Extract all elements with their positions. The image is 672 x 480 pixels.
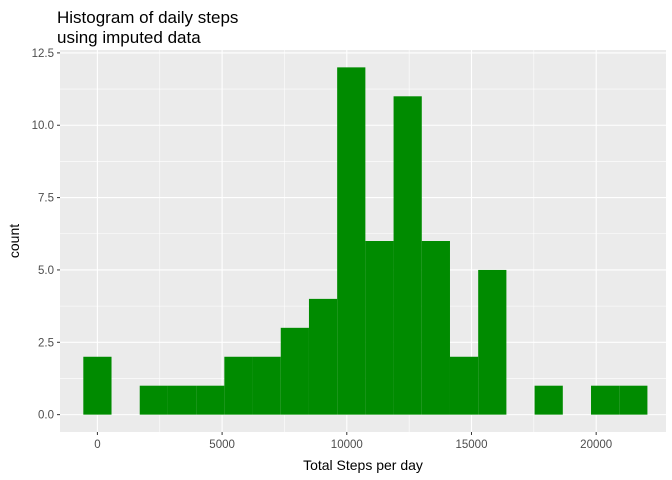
- y-tick-label: 7.5: [38, 193, 54, 205]
- histogram-bar: [535, 386, 563, 415]
- x-axis-label: Total Steps per day: [303, 457, 423, 473]
- x-tick-label: 20000: [580, 439, 612, 451]
- y-tick-label: 0.0: [38, 410, 54, 422]
- x-tick-label: 0: [94, 439, 100, 451]
- histogram-bar: [83, 357, 111, 415]
- histogram-bar: [253, 357, 281, 415]
- histogram-bar: [422, 241, 450, 415]
- histogram-bar: [478, 270, 506, 415]
- x-tick-label: 5000: [209, 439, 235, 451]
- histogram-bar: [224, 357, 252, 415]
- histogram-bar: [196, 386, 224, 415]
- histogram-bar: [140, 386, 168, 415]
- y-axis-label: count: [6, 224, 22, 258]
- y-tick-label: 2.5: [38, 337, 54, 349]
- histogram-bar: [394, 96, 422, 414]
- histogram-bar: [591, 386, 619, 415]
- y-tick-label: 12.5: [32, 48, 54, 60]
- x-tick-label: 10000: [331, 439, 363, 451]
- histogram-bar: [281, 328, 309, 415]
- chart-title-line-1: Histogram of daily steps: [57, 8, 238, 27]
- histogram-bar: [309, 299, 337, 415]
- x-axis: 0 5000 10000 15000 20000: [94, 432, 612, 451]
- histogram-bar: [450, 357, 478, 415]
- x-tick-label: 15000: [455, 439, 487, 451]
- y-axis: 0.0 2.5 5.0 7.5 10.0 12.5: [32, 48, 60, 422]
- y-tick-label: 10.0: [32, 120, 54, 132]
- histogram-bar: [365, 241, 393, 415]
- chart-title-line-2: using imputed data: [57, 28, 201, 47]
- histogram-bar: [168, 386, 196, 415]
- histogram-bar: [619, 386, 647, 415]
- histogram-bar: [337, 67, 365, 414]
- y-tick-label: 5.0: [38, 265, 54, 277]
